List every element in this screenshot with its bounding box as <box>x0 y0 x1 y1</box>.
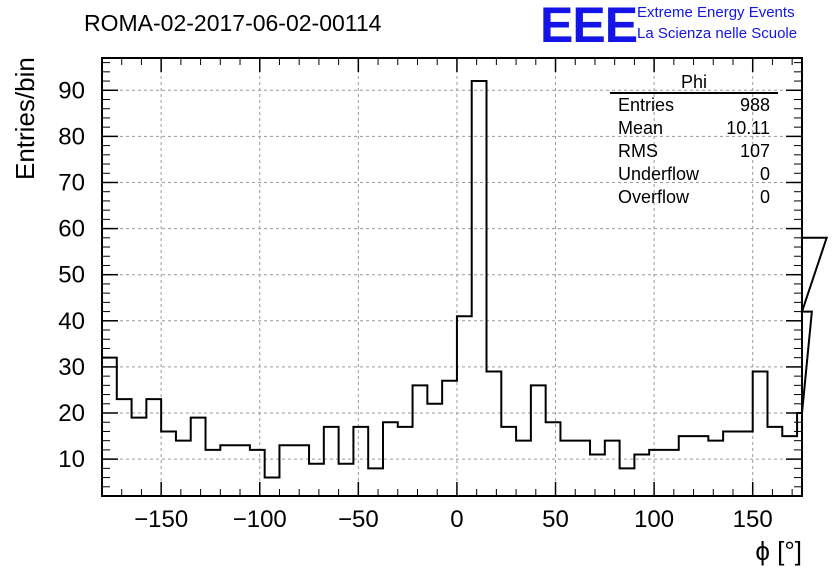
tick-labels: −150 −100 −50 0 50 100 150 10 20 30 40 50 60 70 80 90 <box>58 77 772 533</box>
x-tick-label: 100 <box>634 506 674 533</box>
x-tick-label: −50 <box>338 506 379 533</box>
run-title: ROMA-02-2017-06-02-00114 <box>84 10 382 36</box>
stats-label: RMS <box>618 141 658 161</box>
x-tick-label: 0 <box>450 506 463 533</box>
y-axis-title: Entries/bin <box>10 57 40 180</box>
logo-line-1: Extreme Energy Events <box>637 4 795 21</box>
y-tick-label: 70 <box>58 169 85 196</box>
stats-value: 988 <box>739 95 770 115</box>
y-tick-label: 50 <box>58 262 85 289</box>
stats-value: 107 <box>739 141 770 161</box>
stats-label: Overflow <box>618 187 690 207</box>
stats-label: Underflow <box>618 164 700 184</box>
y-tick-label: 30 <box>58 354 85 381</box>
x-tick-label: −150 <box>134 506 188 533</box>
stats-value: 10.11 <box>726 118 770 138</box>
logo-line-2: La Scienza nelle Scuole <box>637 25 798 42</box>
stats-title: Phi <box>610 72 778 94</box>
y-tick-label: 90 <box>58 77 85 104</box>
histogram-line <box>102 80 829 479</box>
plot-frame <box>101 57 803 497</box>
x-tick-label: −100 <box>233 506 287 533</box>
stats-row-overflow: Overflow 0 <box>610 186 778 209</box>
y-tick-label: 10 <box>58 446 85 473</box>
stats-row-underflow: Underflow 0 <box>610 163 778 186</box>
stats-row-mean: Mean 10.11 <box>610 117 778 140</box>
stats-value: 0 <box>759 164 770 184</box>
y-tick-label: 60 <box>58 216 85 243</box>
grid-lines <box>102 58 802 496</box>
stats-label: Entries <box>618 95 675 115</box>
y-tick-label: 40 <box>58 308 85 335</box>
eee-logo: EEE <box>540 0 638 53</box>
y-tick-label: 80 <box>58 123 85 150</box>
x-tick-label: 150 <box>733 506 773 533</box>
stats-row-entries: Entries 988 <box>610 94 778 117</box>
y-tick-label: 20 <box>58 400 85 427</box>
axis-ticks <box>101 58 802 497</box>
stats-row-rms: RMS 107 <box>610 140 778 163</box>
stats-value: 0 <box>759 187 770 207</box>
x-tick-label: 50 <box>542 506 569 533</box>
stats-label: Mean <box>618 118 664 138</box>
stats-box: Phi Entries 988 Mean 10.11 RMS 107 Under… <box>610 72 778 209</box>
x-axis-title: ϕ [°] <box>755 536 802 566</box>
